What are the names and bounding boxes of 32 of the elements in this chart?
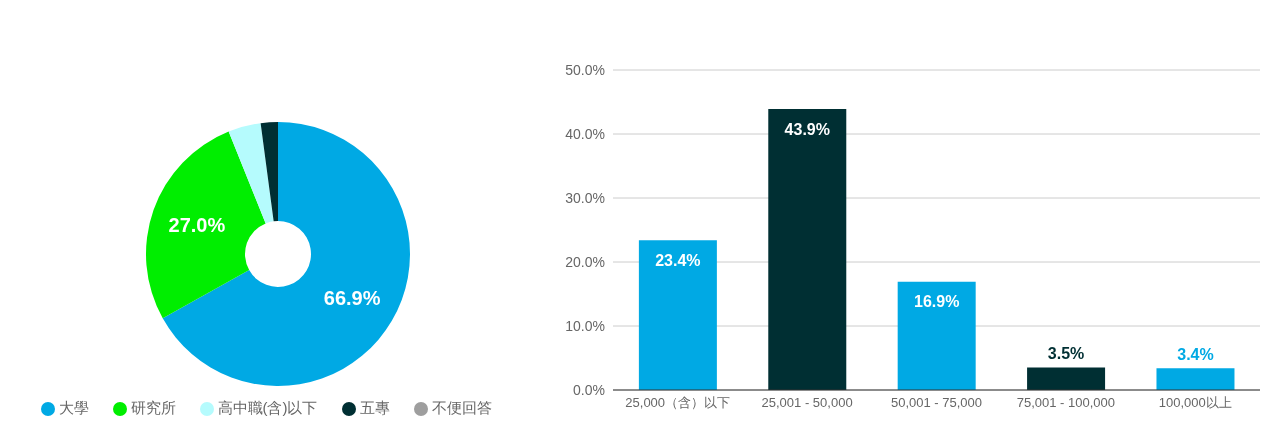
donut-slice — [228, 123, 274, 224]
data-label: 16.9% — [913, 293, 960, 311]
data-label: 23.4% — [655, 251, 701, 269]
donut-slice — [162, 122, 410, 386]
bar — [897, 281, 976, 390]
data-label: 27.0% — [168, 214, 226, 237]
donut-slice — [260, 122, 278, 222]
bar — [1156, 368, 1235, 390]
x-tick-label: 50,001 - 75,000 — [890, 395, 983, 411]
bar — [768, 109, 847, 390]
x-tick-label: 25,000（含）以下 — [625, 395, 731, 411]
data-label: 66.9% — [323, 286, 381, 309]
legend-label: 大學 — [58, 399, 89, 416]
legend-label: 不便回答 — [431, 399, 492, 416]
y-tick-label: 40.0% — [565, 125, 605, 142]
bar — [1027, 367, 1106, 390]
y-tick-label: 50.0% — [565, 61, 605, 78]
x-tick-label: 100,000以上 — [1158, 395, 1232, 411]
bar — [638, 240, 717, 390]
data-label: 3.4% — [1177, 345, 1214, 363]
x-tick-label: 75,001 - 100,000 — [1016, 395, 1116, 411]
donut-slice — [146, 131, 266, 319]
x-tick-label: 25,001 - 50,000 — [761, 395, 853, 411]
y-tick-label: 20.0% — [565, 253, 605, 270]
y-tick-label: 0.0% — [573, 381, 605, 398]
legend-label: 研究所 — [130, 399, 176, 416]
legend-label: 五專 — [359, 399, 390, 416]
data-label: 3.5% — [1047, 345, 1085, 363]
y-tick-label: 30.0% — [565, 189, 605, 206]
legend-label: 高中職(含)以下 — [217, 399, 318, 416]
y-tick-label: 10.0% — [565, 317, 605, 334]
data-label: 43.9% — [784, 120, 830, 138]
